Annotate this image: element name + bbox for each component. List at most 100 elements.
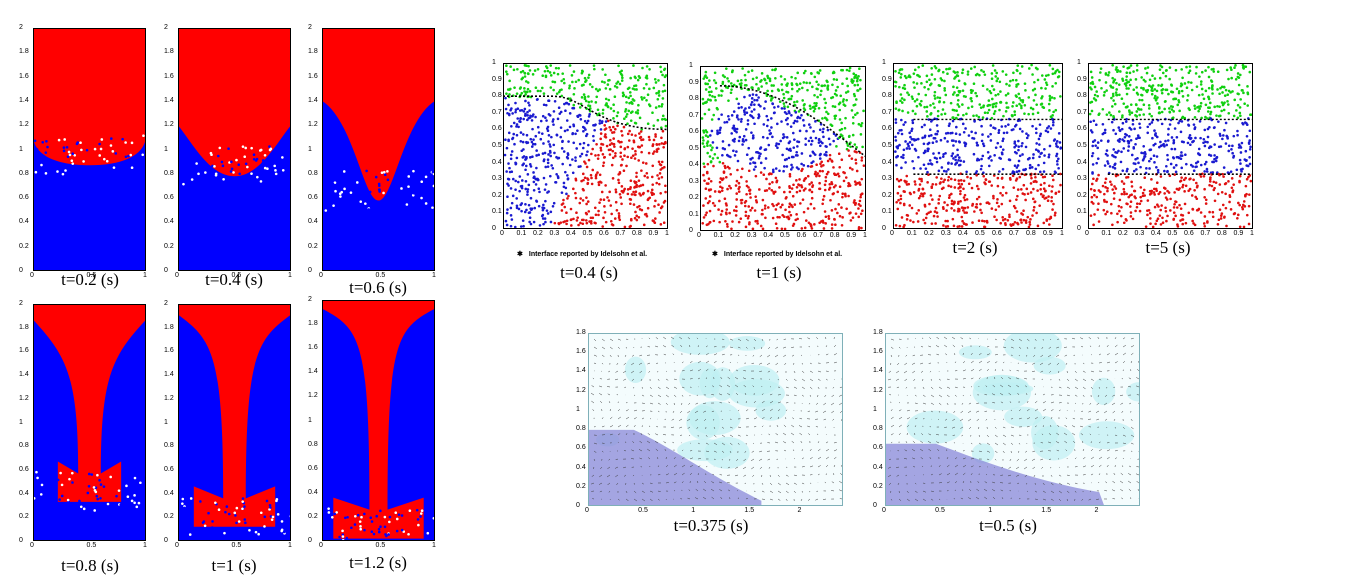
particle [504,107,508,111]
tf-caption-2: t=1 (s) [756,263,802,282]
particle [514,161,517,165]
particle [736,159,740,163]
particle [1042,221,1046,225]
particle [100,503,103,507]
velocity-vector [641,490,645,493]
particle [840,206,843,209]
particle [1051,117,1054,121]
particle [986,88,989,91]
particle [907,144,910,148]
particle [975,94,979,98]
particle [1170,136,1174,139]
velocity-vector [737,497,740,500]
velocity-vector [840,472,843,476]
particle [1191,207,1194,211]
particle [709,188,713,191]
particle [904,120,907,124]
particle [989,124,993,127]
particle [559,135,563,139]
particle [504,96,507,100]
particle [1222,166,1226,169]
particle [87,484,91,488]
particle [1053,213,1057,217]
particle [905,174,909,178]
particle [604,220,608,224]
particle [826,86,829,90]
velocity-vector [766,362,771,365]
particle [1153,88,1157,91]
particle [953,71,957,74]
particle [232,171,235,174]
particle [1047,155,1051,159]
particle [980,139,984,143]
particle [853,150,857,153]
particle [902,225,905,229]
particle [839,94,843,98]
particle [268,503,272,507]
particle [827,217,831,220]
particle [612,103,615,107]
particle [845,77,849,80]
particle [771,102,775,106]
particle [1193,188,1196,192]
particle [928,159,932,162]
particle [750,100,754,104]
particle [1172,217,1176,221]
particle [739,199,743,202]
particle [557,90,561,94]
particle [918,183,922,186]
particle [1208,183,1211,187]
particle [1091,163,1095,166]
particle [1092,223,1095,227]
particle [1094,144,1097,147]
particle [661,73,664,77]
particle [353,523,357,526]
particle [1104,212,1107,216]
particle [711,157,715,160]
velocity-vector [744,450,747,453]
particle [259,180,263,183]
particle [1018,96,1021,100]
velocity-vector [633,386,635,389]
reference-interface [503,95,668,131]
particle [1236,133,1239,137]
particle [790,87,794,91]
particle [650,188,654,192]
particle [1160,204,1163,207]
particle [68,153,72,157]
particle [749,113,752,117]
velocity-vector [705,442,709,445]
particle [952,144,955,147]
particle [640,138,643,142]
particle [424,175,428,179]
particle [263,154,267,157]
particle [1213,143,1216,146]
velocity-vector [743,458,747,462]
particle [426,531,430,535]
particle [94,486,98,489]
particle [957,182,961,186]
particle [227,512,231,516]
particle [830,227,834,230]
particle [216,154,220,158]
particle [1051,185,1054,188]
particle [739,217,743,220]
velocity-vector [631,362,635,366]
velocity-vector [783,449,787,452]
particle [1117,204,1121,208]
particle [61,172,65,176]
db-plot-1 [588,333,843,506]
particle [1122,65,1125,68]
particle [1102,208,1106,212]
velocity-vector [767,370,771,373]
rt-panel-5 [178,304,291,541]
velocity-vector [777,409,781,412]
velocity-vector [713,346,717,348]
particle [901,86,905,90]
particle [931,141,935,145]
particle [747,214,750,218]
particle [1240,89,1244,92]
velocity-vector [839,402,843,406]
particle [635,175,638,179]
particle [926,115,929,118]
